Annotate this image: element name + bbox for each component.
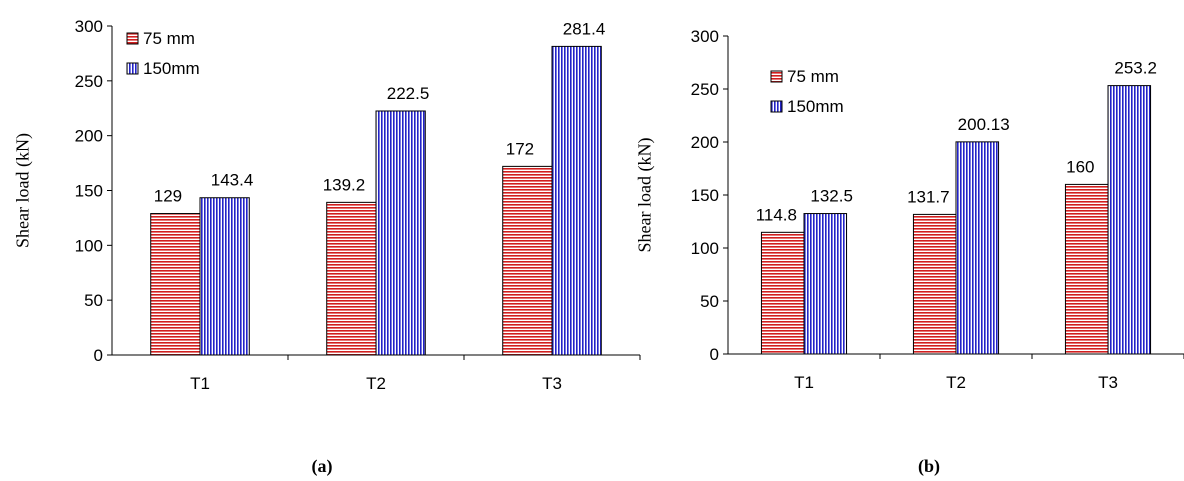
x-tick-label: T1 <box>794 373 814 392</box>
legend-swatch <box>770 100 783 113</box>
y-tick-label: 250 <box>75 72 103 91</box>
data-label: 172 <box>506 139 534 158</box>
bar-series1 <box>760 231 805 355</box>
x-tick-label: T2 <box>946 373 966 392</box>
chart-panel-a: 0 50 100 150 200 250 300 T1 T2 T3 129 139.2 172 143.4… <box>12 17 641 477</box>
legend-label: 75 mm <box>143 29 195 48</box>
bar-series1 <box>326 201 377 356</box>
legend-label: 75 mm <box>787 67 839 86</box>
data-label: 143.4 <box>211 171 254 190</box>
data-label: 129 <box>154 187 182 206</box>
legend-label: 150mm <box>787 97 844 116</box>
bar-series2 <box>551 45 602 356</box>
legend-swatch <box>770 70 783 83</box>
data-label: 253.2 <box>1114 59 1157 78</box>
data-label: 281.4 <box>563 19 606 38</box>
data-label: 222.5 <box>387 84 430 103</box>
legend-swatch <box>126 32 139 45</box>
y-tick-label: 0 <box>710 345 719 364</box>
bar-series2 <box>199 197 250 356</box>
x-tick-label: T3 <box>542 374 562 393</box>
y-axis-title: Shear load (kN) <box>634 138 655 253</box>
y-tick-label: 50 <box>700 292 719 311</box>
x-tick-label: T1 <box>190 374 210 393</box>
y-tick-label: 200 <box>75 127 103 146</box>
legend: 75 mm 150mm <box>770 67 844 116</box>
panel-caption: (a) <box>312 456 333 477</box>
bar-series1 <box>912 213 957 355</box>
data-label: 200.13 <box>958 115 1010 134</box>
bar-series1 <box>502 165 553 356</box>
x-tick-label: T2 <box>366 374 386 393</box>
bar-series2 <box>955 141 1000 355</box>
bar-series2 <box>375 110 426 356</box>
y-tick-label: 300 <box>75 17 103 36</box>
y-tick-label: 100 <box>75 236 103 255</box>
y-axis-title: Shear load (kN) <box>12 133 33 248</box>
data-label: 114.8 <box>756 205 797 224</box>
bar-series2 <box>1107 85 1152 355</box>
legend-swatch <box>126 62 139 75</box>
bar-series2 <box>803 213 848 355</box>
y-tick-label: 50 <box>84 291 103 310</box>
bar-series1 <box>150 213 201 356</box>
y-tick-label: 150 <box>75 182 103 201</box>
legend: 75 mm 150mm <box>126 29 200 78</box>
data-label: 160 <box>1066 157 1094 176</box>
y-tick-label: 200 <box>691 133 719 152</box>
legend-label: 150mm <box>143 59 200 78</box>
x-tick-label: T3 <box>1098 373 1118 392</box>
data-label: 132.5 <box>810 187 853 206</box>
y-tick-label: 300 <box>691 27 719 46</box>
bar-series1 <box>1064 183 1109 355</box>
chart-panel-b: 0 50 100 150 200 250 300 T1 T2 T3 114.8 131.7 160 132… <box>634 27 1184 477</box>
y-tick-label: 250 <box>691 80 719 99</box>
data-label: 139.2 <box>323 175 366 194</box>
y-tick-label: 150 <box>691 186 719 205</box>
y-tick-label: 100 <box>691 239 719 258</box>
panel-caption: (b) <box>918 456 940 477</box>
y-tick-label: 0 <box>94 346 103 365</box>
data-label: 131.7 <box>907 187 950 206</box>
